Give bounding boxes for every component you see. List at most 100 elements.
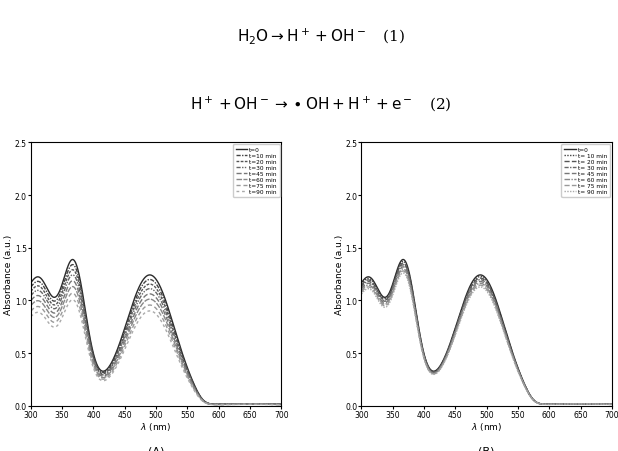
t= 45 min <box>383 299 391 305</box>
Text: $\mathrm{H_2O \rightarrow H^+ + OH^-}$$\quad$(1): $\mathrm{H_2O \rightarrow H^+ + OH^-}$$\… <box>237 26 405 46</box>
t= 45 min <box>468 286 476 292</box>
Line: t=20 min: t=20 min <box>31 270 281 405</box>
t=20 min <box>227 401 235 407</box>
Line: t= 75 min: t= 75 min <box>362 272 612 405</box>
t= 90 min <box>557 401 565 407</box>
t= 45 min <box>608 402 616 407</box>
t= 30 min <box>358 285 365 290</box>
t= 60 min <box>557 401 565 407</box>
t=90 min <box>129 330 136 335</box>
t=60 min <box>27 303 35 308</box>
t=10 min <box>138 285 145 290</box>
t=10 min <box>222 401 230 407</box>
Line: t=45 min: t=45 min <box>31 281 281 405</box>
t=75 min <box>277 402 285 407</box>
t= 60 min <box>608 402 616 407</box>
t= 45 min <box>530 398 537 403</box>
t=0 <box>557 401 565 407</box>
t= 90 min <box>399 271 407 276</box>
t=20 min <box>277 402 285 407</box>
t=10 min <box>129 305 136 311</box>
t= 30 min <box>468 285 476 290</box>
t= 30 min <box>399 262 407 268</box>
t=60 min <box>138 303 145 308</box>
t= 75 min <box>399 269 407 274</box>
t= 10 min <box>557 401 565 407</box>
t=45 min <box>227 401 235 407</box>
t=30 min <box>227 401 235 407</box>
t=75 min <box>129 325 136 331</box>
t=0 <box>468 280 476 285</box>
t=0 <box>553 401 561 407</box>
t= 75 min <box>459 310 467 315</box>
Line: t=10 min: t=10 min <box>31 265 281 405</box>
t=20 min <box>53 302 60 307</box>
t=0 <box>399 257 407 262</box>
t=60 min <box>227 402 235 407</box>
Line: t=90 min: t=90 min <box>31 300 281 405</box>
t= 10 min <box>608 402 616 407</box>
t= 10 min <box>459 303 467 308</box>
t=10 min <box>69 262 76 268</box>
Line: t= 45 min: t= 45 min <box>362 267 612 405</box>
t= 45 min <box>557 401 565 407</box>
Text: $\mathrm{H^+ + OH^- \rightarrow \bullet OH + H^+ + e^-}$$\quad$(2): $\mathrm{H^+ + OH^- \rightarrow \bullet … <box>190 94 452 113</box>
t=10 min <box>53 298 60 303</box>
t=0 <box>383 294 391 299</box>
t=0 <box>53 294 60 299</box>
Text: (A): (A) <box>148 445 164 451</box>
t=20 min <box>27 289 35 295</box>
Y-axis label: Absorbance (a.u.): Absorbance (a.u.) <box>335 235 344 314</box>
t=75 min <box>53 319 60 324</box>
t=30 min <box>53 305 60 311</box>
t=90 min <box>138 314 145 319</box>
t=75 min <box>227 402 235 407</box>
Line: t=0: t=0 <box>362 260 612 405</box>
t=0 <box>227 401 235 407</box>
t= 60 min <box>553 401 561 407</box>
Y-axis label: Absorbance (a.u.): Absorbance (a.u.) <box>4 235 13 314</box>
t= 20 min <box>358 283 365 289</box>
t=45 min <box>277 402 285 407</box>
t=10 min <box>227 401 235 407</box>
t=60 min <box>69 284 76 290</box>
t= 30 min <box>459 306 467 311</box>
Legend: t=0, t= 10 min, t= 20 min, t= 30 min, t= 45 min, t= 60 min, t= 75 min, t= 90 min: t=0, t= 10 min, t= 20 min, t= 30 min, t=… <box>561 145 610 198</box>
t=45 min <box>138 298 145 304</box>
t=0 <box>358 281 365 286</box>
Line: t= 60 min: t= 60 min <box>362 269 612 405</box>
t=45 min <box>27 298 35 304</box>
t= 20 min <box>468 283 476 289</box>
t=60 min <box>277 402 285 407</box>
t=90 min <box>53 324 60 329</box>
t=0 <box>459 302 467 308</box>
t= 75 min <box>358 290 365 295</box>
t=45 min <box>53 310 60 315</box>
Line: t=30 min: t=30 min <box>31 275 281 405</box>
t= 30 min <box>553 401 561 407</box>
t=0 <box>138 280 145 285</box>
t= 75 min <box>608 402 616 407</box>
t=0 <box>530 397 537 403</box>
Line: t= 30 min: t= 30 min <box>362 265 612 405</box>
t=30 min <box>277 402 285 407</box>
t=75 min <box>222 402 230 407</box>
t=0 <box>129 302 136 308</box>
t=45 min <box>200 398 207 404</box>
t= 10 min <box>383 295 391 301</box>
t=10 min <box>27 285 35 290</box>
t=0 <box>222 401 230 407</box>
t= 90 min <box>383 304 391 309</box>
t= 30 min <box>383 298 391 303</box>
t=45 min <box>222 402 230 407</box>
t=20 min <box>222 401 230 407</box>
t= 75 min <box>557 401 565 407</box>
t= 60 min <box>468 288 476 294</box>
Line: t=75 min: t=75 min <box>31 294 281 405</box>
t=0 <box>277 402 285 407</box>
t= 10 min <box>399 259 407 264</box>
t=60 min <box>200 398 207 404</box>
t=30 min <box>69 272 76 278</box>
t= 20 min <box>553 401 561 407</box>
t= 20 min <box>459 304 467 310</box>
